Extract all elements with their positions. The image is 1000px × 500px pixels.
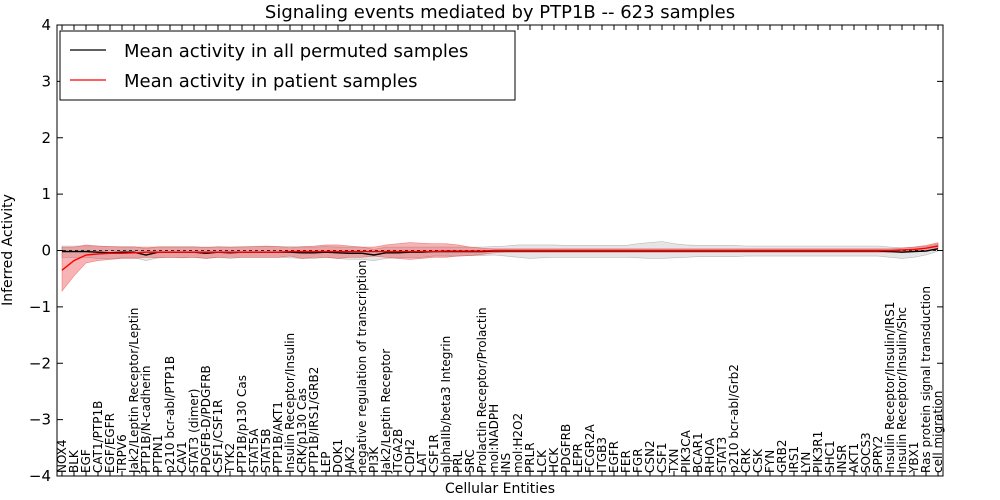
x-tick-label: CRK/p130 Cas [295, 388, 309, 473]
x-tick-label: BCAR1 [691, 432, 705, 473]
y-tick-label: −1 [29, 298, 51, 316]
x-tick-label: RHOA [703, 437, 717, 473]
x-tick-label: FGR [631, 448, 645, 473]
x-tick-label: HCK [547, 447, 561, 473]
x-tick-label: mol:NADPH [487, 404, 501, 473]
chart-title: Signaling events mediated by PTP1B -- 62… [265, 2, 735, 23]
x-tick-label: CDH2 [403, 439, 417, 473]
x-tick-label: CAT1/PTP1B [91, 401, 105, 473]
legend-box [59, 30, 516, 101]
x-tick-label: PDGFRB [559, 424, 573, 473]
x-tick-label: PRL [451, 450, 465, 473]
x-tick-label: PTP1B/AKT1 [271, 401, 285, 473]
x-tick-label: PTP1B/IRS1/GRB2 [307, 367, 321, 473]
x-tick-label: TRPV6 [115, 434, 129, 474]
x-tick-label: AKT1 [847, 443, 861, 473]
x-tick-label: Jak2/Leptin Receptor/Leptin [127, 308, 141, 474]
x-tick-label: CSN2 [643, 440, 657, 473]
x-tick-label: LYN [799, 452, 813, 473]
y-tick-label: 2 [41, 129, 51, 147]
x-tick-label: Insulin Receptor/Insulin [283, 333, 297, 473]
x-tick-label: STAT3 [715, 437, 729, 473]
legend: Mean activity in all permuted samples Me… [59, 30, 516, 101]
y-tick-label: 4 [41, 16, 51, 34]
x-tick-label: PTP1B/N-cadherin [139, 366, 153, 473]
confidence-bands [61, 241, 939, 292]
y-tick-label: −4 [29, 467, 51, 485]
x-tick-label: NOX4 [55, 439, 69, 473]
x-tick-label: CSF1/CSF1R [211, 400, 225, 473]
y-tick-label: 1 [41, 185, 51, 203]
x-tick-label: GRB2 [775, 439, 789, 473]
x-tick-label: FCGR2A [583, 423, 597, 473]
x-tick-label: alphaIIb/beta3 Integrin [439, 336, 453, 473]
x-tick-label: EGF/EGFR [103, 413, 117, 473]
x-tick-label: PTP1B/p130 Cas [235, 375, 249, 473]
x-tick-label: STAT5B [259, 429, 273, 474]
x-tick-label: negative regulation of transcription [355, 260, 369, 473]
legend-label-permuted: Mean activity in all permuted samples [124, 41, 468, 62]
x-tick-label: LEP [319, 451, 333, 473]
series-line-patient [61, 245, 939, 271]
x-tick-label: cell migration [931, 391, 945, 473]
x-tick-label: p210 bcr-abl/PTP1B [163, 356, 177, 473]
x-tick-label: ITGB3 [595, 437, 609, 473]
x-tick-label: Insulin Receptor/Insulin/IRS1 [883, 302, 897, 473]
x-tick-label: EGF [79, 449, 93, 473]
x-tick-label: PTPN1 [151, 435, 165, 473]
x-tick-label: PIK3CA [679, 429, 693, 473]
x-tick-label: ITGA2B [391, 429, 405, 473]
x-tick-label: mol:H2O2 [511, 413, 525, 473]
x-tick-label: CSF1 [655, 442, 669, 473]
x-tick-label: SRC [463, 449, 477, 473]
y-axis-label: Inferred Activity [0, 194, 16, 306]
x-tick-label: SHC1 [823, 440, 837, 473]
x-tick-label: FYN [763, 450, 777, 473]
x-tick-label: IRS1 [787, 446, 801, 473]
x-tick-label: PDGFB-D/PDGFRB [199, 365, 213, 473]
x-tick-label: CRK [739, 447, 753, 473]
x-tick-label: LEPR [571, 443, 585, 473]
x-tick-label: CSF1R [427, 434, 441, 473]
x-tick-label: INSR [835, 445, 849, 473]
x-tick-label: FER [619, 450, 633, 473]
y-tick-label: −2 [29, 354, 51, 372]
confidence-band-patient [61, 242, 939, 292]
x-tick-label: SPRY2 [871, 436, 885, 473]
x-tick-label: DOK1 [331, 439, 345, 473]
x-tick-label: YBX1 [907, 442, 921, 474]
y-tick-label: −3 [29, 411, 51, 429]
x-tick-label: PIK3R1 [811, 431, 825, 473]
x-axis: NOX4BLKEGFCAT1/PTP1BEGF/EGFRTRPV6Jak2/Le… [55, 25, 945, 476]
x-tick-label: p210 bcr-abl/Grb2 [727, 364, 741, 473]
y-axis: 4 3 2 1 0 −1 −2 −3 −4 [29, 16, 943, 485]
x-tick-label: CSK [751, 448, 765, 473]
x-axis-label: Cellular Entities [445, 481, 555, 497]
legend-label-patient: Mean activity in patient samples [124, 71, 418, 92]
x-tick-label: TYK2 [223, 443, 237, 474]
x-tick-label: STAT3 (dimer) [187, 389, 201, 473]
series-lines [61, 245, 939, 271]
x-tick-label: LCK [535, 449, 549, 473]
x-tick-label: PRLR [523, 442, 537, 473]
x-tick-label: INS [499, 453, 513, 473]
x-tick-label: PI3K [367, 446, 381, 473]
x-tick-label: EGFR [607, 441, 621, 473]
y-tick-label: 3 [41, 72, 51, 90]
x-tick-label: SOCS3 [859, 432, 873, 473]
x-tick-label: Prolactin Receptor/Prolactin [475, 307, 489, 473]
x-tick-label: STAT5A [247, 428, 261, 473]
x-tick-label: Jak2/Leptin Receptor [379, 349, 393, 474]
x-tick-label: LAT [415, 451, 429, 473]
x-tick-label: CAV1 [175, 441, 189, 473]
x-tick-label: Ras protein signal transduction [919, 286, 933, 473]
x-tick-label: Insulin Receptor/Insulin/Shc [895, 307, 909, 473]
x-tick-label: JAK2 [343, 446, 357, 474]
x-tick-label: TXN [667, 448, 681, 474]
x-tick-label: BLK [67, 449, 81, 473]
y-tick-label: 0 [41, 242, 51, 260]
